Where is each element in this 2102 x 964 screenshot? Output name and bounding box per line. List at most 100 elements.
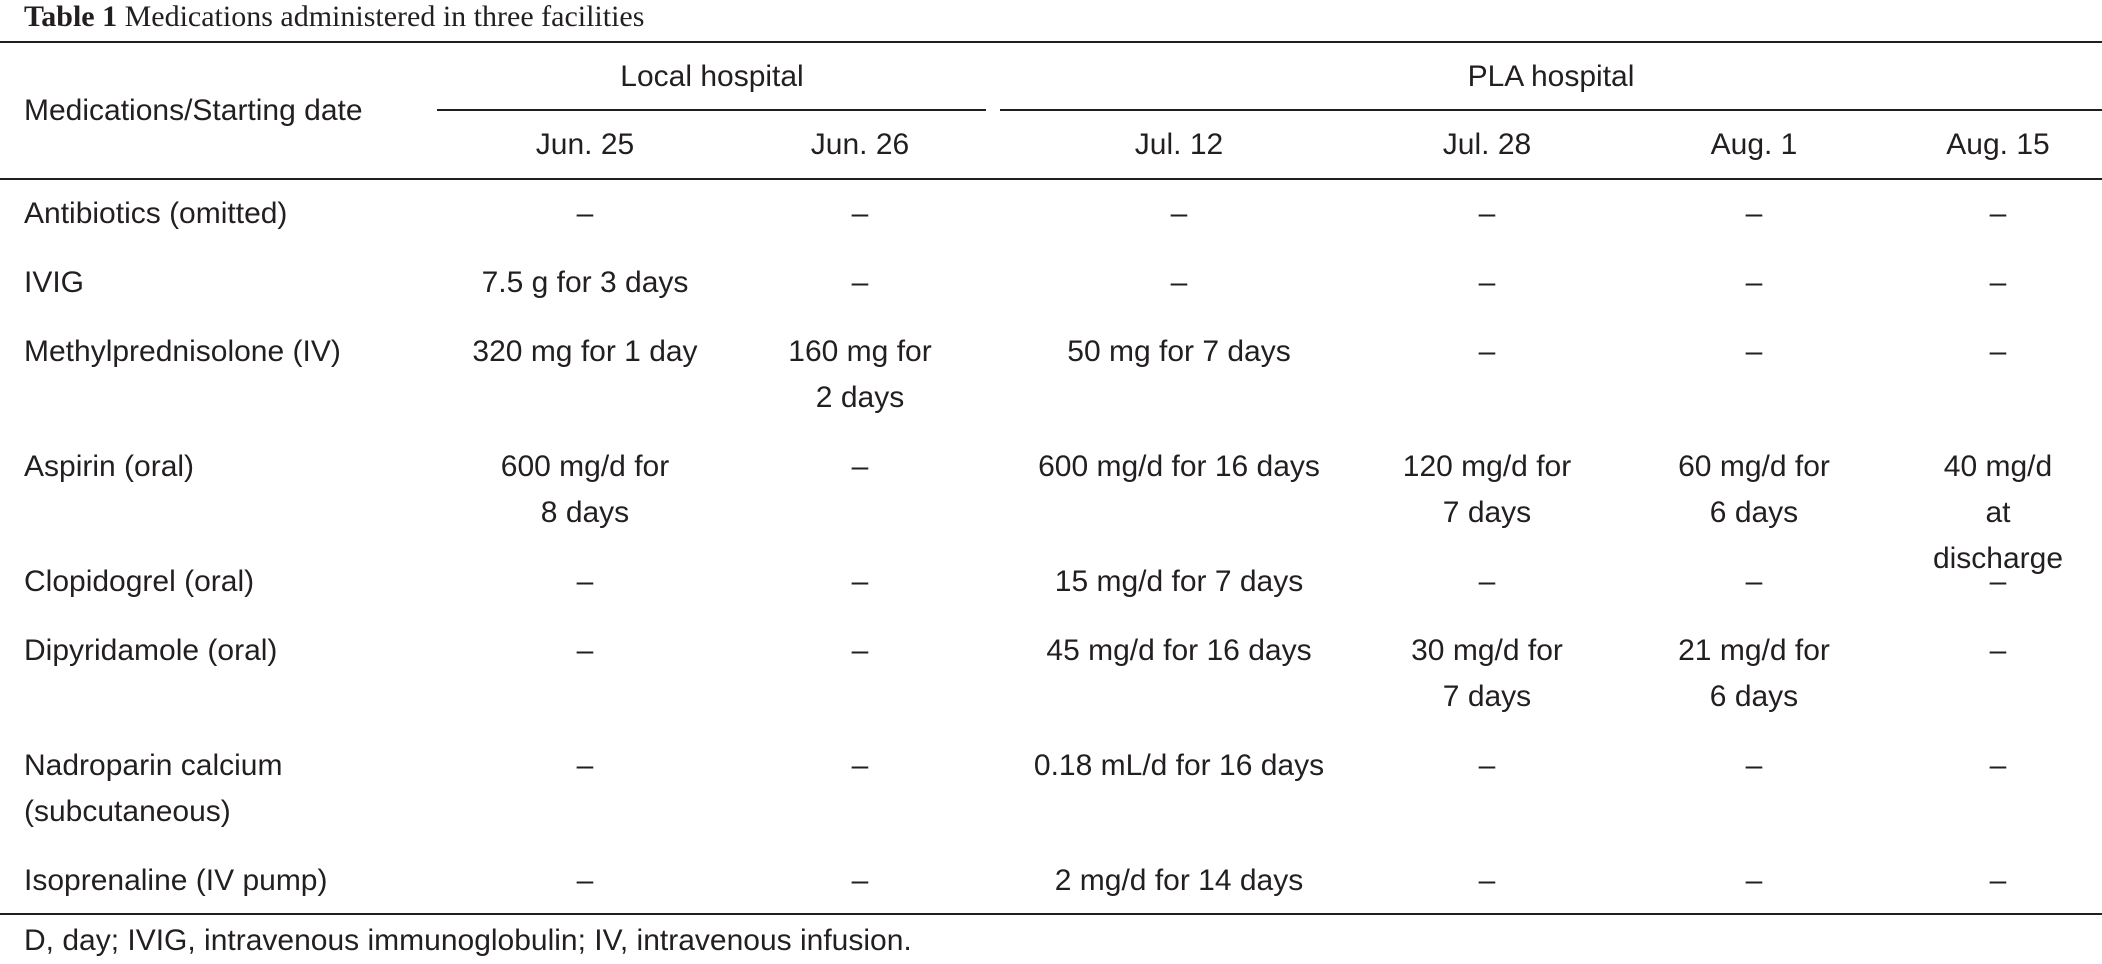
table-cell: – bbox=[577, 743, 594, 789]
table-cell-line: 2 days bbox=[815, 381, 905, 414]
table-cell: – bbox=[1479, 191, 1496, 237]
table-cell: 40 mg/d at discharge bbox=[1933, 444, 2063, 582]
table-cell-line: 320 mg for 1 day bbox=[472, 335, 698, 368]
date-header: Jul. 28 bbox=[1442, 128, 1532, 161]
top-rule bbox=[0, 41, 2102, 43]
table-cell-line: – bbox=[576, 565, 594, 598]
table-cell-line: – bbox=[1989, 864, 2007, 897]
table-cell: 21 mg/d for 6 days bbox=[1678, 628, 1830, 720]
table-cell-line: 600 mg/d for 16 days bbox=[1038, 450, 1320, 483]
table-cell-line: – bbox=[1989, 335, 2007, 368]
table-cell-line: – bbox=[1745, 565, 1763, 598]
table-cell-line: 45 mg/d for 16 days bbox=[1046, 634, 1312, 667]
date-header: Jun. 25 bbox=[535, 128, 635, 161]
table-cell: – bbox=[1171, 191, 1188, 237]
table-cell-line: 50 mg for 7 days bbox=[1067, 335, 1291, 368]
table-cell-line: – bbox=[1745, 335, 1763, 368]
table-cell: – bbox=[1746, 260, 1763, 306]
table-cell-line: – bbox=[576, 749, 594, 782]
table-cell: 600 mg/d for 8 days bbox=[501, 444, 669, 536]
table-cell: – bbox=[1990, 858, 2007, 904]
table-cell-line: – bbox=[1478, 335, 1496, 368]
medication-name-line: Clopidogrel (oral) bbox=[24, 565, 255, 598]
table-cell: – bbox=[852, 444, 869, 490]
table-cell-line: – bbox=[1989, 266, 2007, 299]
table-cell: – bbox=[577, 858, 594, 904]
table-cell: 320 mg for 1 day bbox=[472, 329, 697, 375]
table-cell: – bbox=[852, 260, 869, 306]
date-header: Aug. 1 bbox=[1710, 128, 1798, 161]
medication-name-line: Isoprenaline (IV pump) bbox=[24, 864, 328, 897]
table-cell: – bbox=[577, 191, 594, 237]
date-header: Jul. 12 bbox=[1134, 128, 1224, 161]
table-cell: – bbox=[1746, 743, 1763, 789]
table-cell-line: 40 mg/d at bbox=[1943, 450, 2053, 529]
table-cell: – bbox=[1990, 628, 2007, 674]
table-cell-line: – bbox=[851, 450, 869, 483]
table-cell: – bbox=[852, 743, 869, 789]
table-cell-line: 15 mg/d for 7 days bbox=[1054, 565, 1304, 598]
table-cell: 45 mg/d for 16 days bbox=[1046, 628, 1311, 674]
table-cell-line: 600 mg/d for bbox=[500, 450, 670, 483]
table-cell: – bbox=[852, 628, 869, 674]
table-cell-line: – bbox=[851, 266, 869, 299]
table-cell-line: – bbox=[851, 864, 869, 897]
table-cell: – bbox=[852, 858, 869, 904]
table-cell: 600 mg/d for 16 days bbox=[1038, 444, 1320, 490]
table-cell: – bbox=[1171, 260, 1188, 306]
table-cell-line: 8 days bbox=[540, 496, 630, 529]
table-footnote: D, day; IVIG, intravenous immunoglobulin… bbox=[24, 924, 912, 957]
table-cell: – bbox=[1746, 329, 1763, 375]
table-cell-line: – bbox=[1170, 197, 1188, 230]
table-cell-line: – bbox=[851, 634, 869, 667]
table-caption: Table 1 Medications administered in thre… bbox=[24, 0, 644, 34]
medication-name: IVIG bbox=[24, 260, 84, 306]
table-caption-text: Medications administered in three facili… bbox=[124, 0, 645, 33]
table-cell: 120 mg/d for 7 days bbox=[1403, 444, 1571, 536]
table-cell-line: – bbox=[576, 864, 594, 897]
table-cell-line: – bbox=[1989, 634, 2007, 667]
table-cell-line: – bbox=[851, 565, 869, 598]
table-cell: – bbox=[1990, 191, 2007, 237]
table-cell-line: – bbox=[1745, 266, 1763, 299]
table-cell: 30 mg/d for 7 days bbox=[1411, 628, 1563, 720]
table-cell-line: 0.18 mL/d for 16 days bbox=[1033, 749, 1325, 782]
medication-name-line: (subcutaneous) bbox=[24, 795, 231, 828]
header-rule bbox=[0, 178, 2102, 180]
table-cell: – bbox=[1746, 559, 1763, 605]
table-cell: – bbox=[1479, 260, 1496, 306]
table-cell: – bbox=[1746, 191, 1763, 237]
table-cell: 0.18 mL/d for 16 days bbox=[1034, 743, 1324, 789]
table-cell-line: – bbox=[576, 634, 594, 667]
table-cell-line: – bbox=[1745, 749, 1763, 782]
table-cell: 60 mg/d for 6 days bbox=[1678, 444, 1830, 536]
table-cell-line: 6 days bbox=[1709, 496, 1799, 529]
table-cell-line: 160 mg for bbox=[788, 335, 932, 368]
stub-header: Medications/Starting date bbox=[24, 94, 363, 127]
table-cell: 15 mg/d for 7 days bbox=[1055, 559, 1303, 605]
table-cell-line: – bbox=[851, 749, 869, 782]
table-cell-line: 120 mg/d for bbox=[1402, 450, 1572, 483]
bottom-rule bbox=[0, 913, 2102, 915]
table-cell: – bbox=[1990, 260, 2007, 306]
table-cell-line: 7.5 g for 3 days bbox=[481, 266, 689, 299]
table-cell: – bbox=[1990, 743, 2007, 789]
table-cell-line: – bbox=[576, 197, 594, 230]
table-cell-line: – bbox=[1478, 864, 1496, 897]
table-cell-line: – bbox=[1989, 749, 2007, 782]
table-cell: 50 mg for 7 days bbox=[1067, 329, 1290, 375]
medication-name: Methylprednisolone (IV) bbox=[24, 329, 341, 375]
table-cell-line: – bbox=[1745, 197, 1763, 230]
medication-name: Antibiotics (omitted) bbox=[24, 191, 287, 237]
table-cell-line: 30 mg/d for bbox=[1411, 634, 1563, 667]
table-cell-line: 60 mg/d for bbox=[1678, 450, 1830, 483]
medication-name-line: Methylprednisolone (IV) bbox=[24, 335, 341, 368]
table-cell-line: – bbox=[1170, 266, 1188, 299]
table-cell-line: – bbox=[851, 197, 869, 230]
table-cell: – bbox=[1746, 858, 1763, 904]
table-cell: – bbox=[852, 191, 869, 237]
medication-name: Dipyridamole (oral) bbox=[24, 628, 277, 674]
table-cell: – bbox=[577, 559, 594, 605]
table-cell: 7.5 g for 3 days bbox=[482, 260, 689, 306]
medication-name-line: Antibiotics (omitted) bbox=[24, 197, 288, 230]
